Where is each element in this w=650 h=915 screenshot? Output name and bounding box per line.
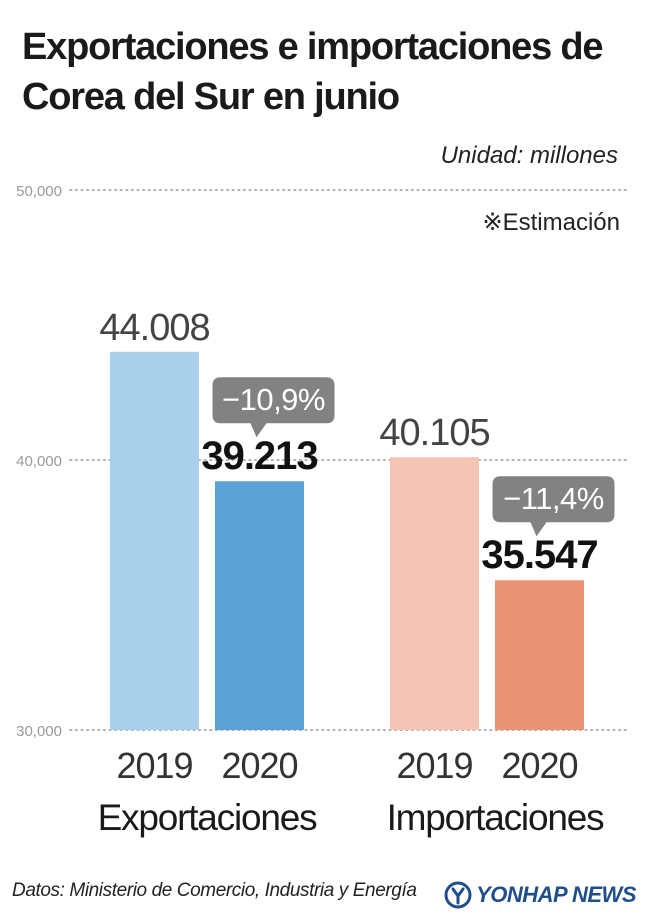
yonhap-emblem-icon (444, 881, 472, 909)
yonhap-logo: YONHAP NEWS (444, 881, 636, 909)
group-label: Importaciones (387, 797, 604, 838)
group-label: Exportaciones (98, 797, 318, 838)
bar-value-label: 44.008 (99, 307, 209, 349)
bar (110, 351, 199, 730)
bar (215, 481, 304, 730)
estimation-note: ※Estimación (482, 209, 620, 236)
change-callout-label: −10,9% (222, 382, 325, 417)
chart-title: Exportaciones e importaciones de Corea d… (22, 22, 632, 122)
bar-chart: 30,000 40,000 50,000 44.008 2019 39.213 2020 Ex… (16, 183, 629, 838)
source-note: Datos: Ministerio de Comercio, Industria… (12, 880, 417, 901)
title-line-1: Exportaciones e importaciones de (22, 26, 604, 68)
x-tick-label: 2019 (116, 745, 192, 786)
logo-text: YONHAP NEWS (476, 882, 636, 907)
y-tick-label: 30,000 (16, 723, 62, 740)
change-callout-label: −11,4% (503, 481, 604, 516)
change-callout (492, 476, 615, 537)
x-tick-label: 2019 (396, 745, 472, 786)
x-tick-label: 2020 (501, 745, 577, 786)
y-tick-label: 40,000 (16, 453, 62, 470)
unit-label: Unidad: millones (440, 142, 618, 169)
x-tick-label: 2020 (221, 745, 297, 786)
title-line-2: Corea del Sur en junio (22, 76, 400, 118)
bar (390, 457, 479, 730)
bar-value-label: 40.105 (379, 412, 489, 454)
bar-value-label: 35.547 (481, 533, 597, 577)
y-tick-label: 50,000 (16, 183, 62, 200)
bar (495, 580, 584, 730)
bar-value-label: 39.213 (201, 434, 317, 478)
change-callout (212, 377, 335, 438)
